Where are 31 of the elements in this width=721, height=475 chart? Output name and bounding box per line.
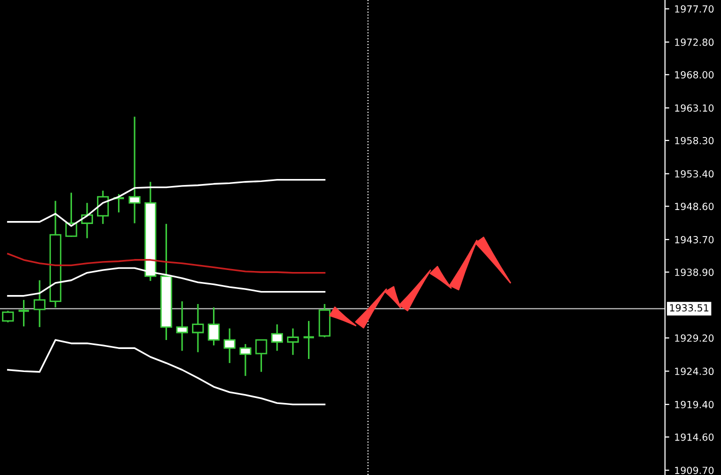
- y-tick-label: 1929.20: [675, 334, 714, 342]
- line-series: [7, 252, 326, 274]
- candlestick: [224, 328, 236, 364]
- candlestick: [17, 299, 30, 328]
- y-tick-label: 1914.60: [675, 433, 714, 441]
- y-tick-label: 1972.80: [675, 38, 714, 46]
- y-tick-label: 1963.10: [675, 104, 714, 112]
- y-tick-label: 1958.30: [675, 136, 714, 144]
- candlestick: [176, 300, 188, 352]
- candlestick: [2, 310, 14, 324]
- y-tick-label: 1938.90: [675, 268, 714, 276]
- y-tick-label: 1919.40: [675, 400, 714, 408]
- candlestick: [271, 324, 284, 352]
- y-tick-label: 1953.40: [675, 170, 714, 178]
- y-tick-label: 1909.70: [675, 466, 714, 474]
- candlestick: [192, 303, 204, 353]
- y-tick-label: 1968.00: [675, 71, 714, 78]
- y-tick-label: 1948.60: [675, 202, 714, 210]
- y-tick-label: 1943.70: [675, 236, 714, 244]
- candlestick: [112, 193, 126, 214]
- candlestick: [286, 328, 299, 356]
- candlestick: [96, 190, 109, 225]
- line-series: [7, 339, 326, 406]
- candlestick: [302, 320, 316, 360]
- candlestick: [255, 339, 268, 373]
- y-tick-label: 1924.30: [675, 368, 714, 376]
- y-tick-label: 1977.70: [675, 5, 714, 13]
- ref-line-label: 1933.51: [670, 304, 708, 312]
- candlestick: [239, 343, 252, 377]
- candlestick: [34, 279, 46, 328]
- candlestick: [208, 306, 220, 346]
